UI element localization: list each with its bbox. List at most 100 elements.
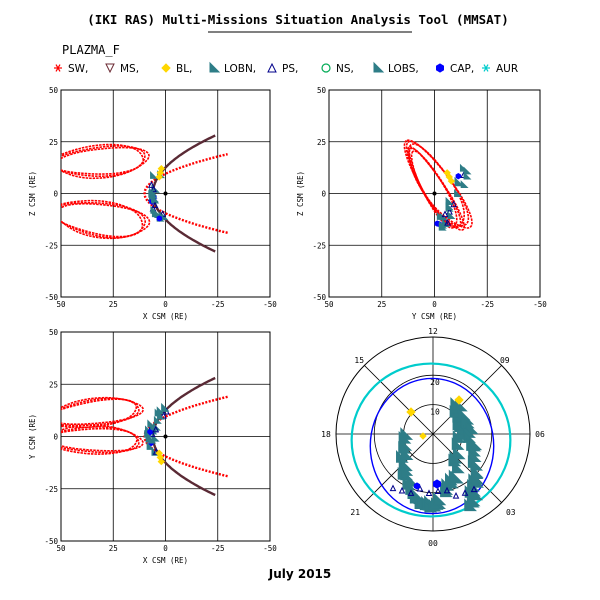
legend-label: MS, — [120, 63, 139, 75]
y-tick-label: 0 — [321, 190, 326, 199]
legend-item-cap: CAP, — [436, 63, 474, 75]
mlt-meridian — [364, 365, 434, 435]
asterisk-icon — [482, 64, 490, 72]
legend-item-ps: PS, — [267, 62, 298, 75]
legend-item-bl: BL, — [161, 63, 192, 75]
footprint-marker — [425, 489, 433, 497]
auroral-oval — [350, 362, 512, 518]
y-tick-label: 25 — [49, 138, 58, 147]
grid — [61, 332, 270, 541]
footprint-marker — [465, 421, 479, 435]
footprint-marker — [471, 475, 484, 488]
legend-item-ms: MS, — [105, 63, 139, 75]
region-marker — [445, 202, 454, 211]
region-marker — [443, 169, 451, 177]
x-tick-label: 0 — [163, 544, 168, 553]
footprint-marker — [400, 447, 414, 461]
date-label: July 2015 — [268, 567, 332, 581]
y-axis-label: Y CSM (RE) — [28, 414, 37, 459]
x-tick-label: -50 — [533, 300, 547, 309]
footprint-marker — [466, 494, 480, 508]
footprint-marker — [448, 469, 462, 483]
panel-xy-projection: 50 25 0 -25 -50 -50 -25 0 25 50 X CSM (RE) Y CSM (R… — [28, 328, 277, 565]
y-tick-label: 25 — [317, 138, 326, 147]
x-tick-label: -50 — [263, 300, 277, 309]
legend-label: LOBS, — [388, 63, 419, 75]
x-tick-label: -25 — [211, 544, 225, 553]
orbit-track — [61, 427, 138, 455]
region-marker — [150, 171, 158, 179]
region-marker — [153, 415, 162, 424]
footprint-marker — [452, 491, 460, 499]
footprint-marker — [433, 479, 441, 489]
footprint-marker — [468, 449, 482, 463]
legend-item-sw: SW, — [54, 63, 88, 75]
region-marker — [441, 210, 449, 218]
orbit-track — [61, 424, 144, 452]
y-axis-label: Z CSM (RE) — [296, 171, 305, 216]
legend-label: PS, — [282, 63, 298, 75]
mlt-label: 03 — [506, 508, 516, 517]
footprint-marker — [443, 486, 451, 494]
y-tick-label: -50 — [44, 537, 58, 546]
legend-item-lobn: LOBN, — [209, 61, 256, 75]
region-marker — [161, 403, 170, 412]
region-marker — [444, 218, 452, 226]
region-marker — [148, 181, 155, 188]
x-tick-label: 25 — [377, 300, 386, 309]
plot-content — [61, 134, 228, 253]
y-tick-label: -25 — [44, 485, 58, 494]
x-tick-label: 0 — [163, 300, 168, 309]
x-tick-label: 50 — [324, 300, 334, 309]
footprint-marker — [389, 484, 397, 492]
circle-icon — [321, 63, 331, 73]
footprint-marker — [454, 395, 464, 405]
footprint-marker — [434, 487, 442, 494]
region-marker — [146, 441, 155, 450]
region-marker — [150, 194, 159, 203]
instrument-label: PLAZMA_F — [62, 43, 120, 57]
region-marker — [150, 185, 157, 193]
region-marker — [149, 187, 157, 196]
y-tick-label: -50 — [44, 293, 58, 302]
region-marker — [147, 429, 153, 436]
region-marker — [152, 425, 160, 433]
footprint-marker — [413, 482, 421, 490]
figure-title: (IKI RAS) Multi-Missions Situation Analy… — [87, 12, 508, 27]
latitude-ring — [373, 374, 493, 494]
region-marker — [459, 163, 468, 172]
footprint-marker — [464, 498, 477, 512]
region-marker — [463, 166, 472, 175]
legend-item-aur: AUR — [482, 63, 518, 75]
footprint-marker — [398, 430, 412, 444]
x-tick-label: 0 — [432, 300, 437, 309]
region-markers — [434, 163, 472, 231]
mlt-label: 18 — [321, 430, 331, 439]
region-marker — [447, 211, 456, 219]
footprint-marker — [452, 446, 466, 460]
bow-shock-curve — [143, 153, 228, 234]
footprint-marker — [406, 474, 419, 487]
x-tick-label: 25 — [109, 544, 118, 553]
footprint-marker — [419, 432, 427, 440]
y-tick-label: -25 — [44, 241, 58, 250]
plot-content — [61, 376, 228, 497]
footprint-marker — [433, 492, 447, 506]
plot-content — [403, 139, 473, 231]
region-marker — [156, 406, 165, 415]
region-marker — [454, 178, 463, 187]
cap-boundary — [369, 377, 495, 515]
region-marker — [438, 222, 447, 231]
region-marker — [460, 180, 469, 189]
footprint-marker — [461, 489, 469, 496]
region-marker — [157, 164, 166, 173]
footprint-marker — [398, 486, 406, 494]
region-marker — [436, 212, 445, 220]
latitude-ring-label: 10 — [430, 408, 440, 417]
region-marker — [151, 201, 159, 209]
footprint-marker — [406, 407, 416, 417]
orbit-track — [405, 140, 470, 227]
orbit-track — [61, 199, 144, 238]
footprint-marker — [470, 485, 478, 493]
